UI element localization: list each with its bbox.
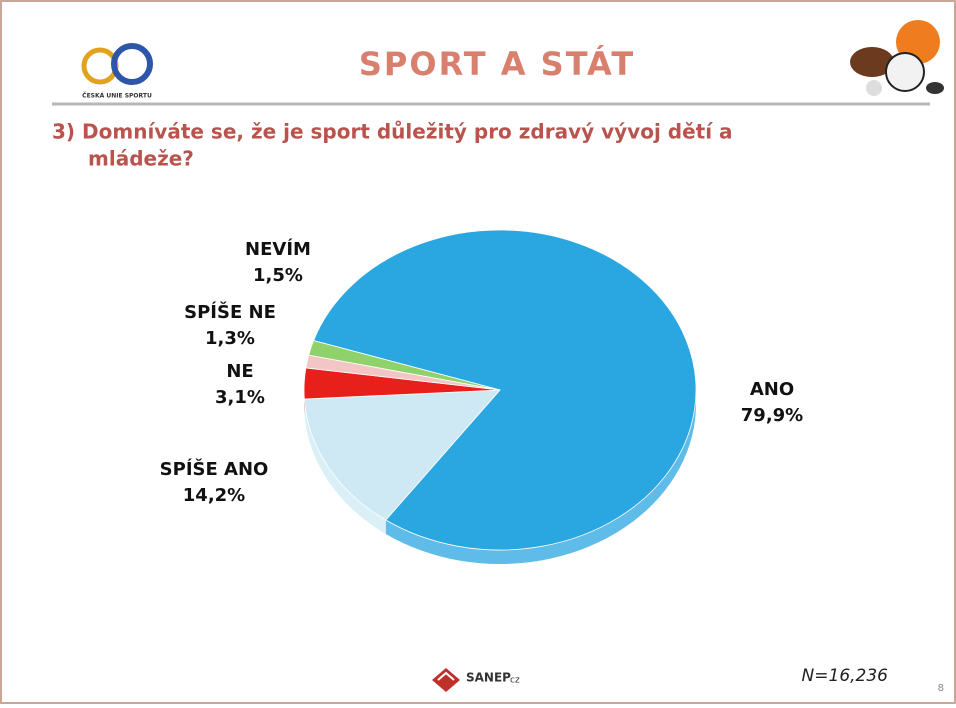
question-line: 3) Domníváte se, že je sport důležitý pr… [52, 120, 733, 144]
value-label: 79,9% [741, 405, 803, 426]
slice-label: ANO [750, 379, 794, 400]
value-label: 1,5% [253, 265, 303, 286]
value-label: 1,3% [205, 328, 255, 349]
slice-label: NE [226, 361, 253, 382]
slice-label: NEVÍM [245, 238, 311, 260]
slide: ČESKÁ UNIE SPORTU SPORT A STÁT 3) Domnív… [0, 0, 956, 704]
value-label: 3,1% [215, 387, 265, 408]
brand: SANEP [466, 671, 511, 685]
sample-size: N=16,236 [802, 666, 889, 686]
pie-chart [304, 230, 696, 564]
logo-text: ČESKÁ UNIE SPORTU [82, 93, 152, 100]
value-label: 14,2% [183, 485, 245, 506]
brand-suffix: cz [510, 676, 520, 686]
page-number: 8 [938, 683, 944, 694]
slide-title: SPORT A STÁT [359, 45, 635, 83]
slice-label: SPÍŠE ANO [160, 458, 269, 480]
slice-label: SPÍŠE NE [184, 301, 276, 323]
question-line: mládeže? [88, 147, 194, 171]
